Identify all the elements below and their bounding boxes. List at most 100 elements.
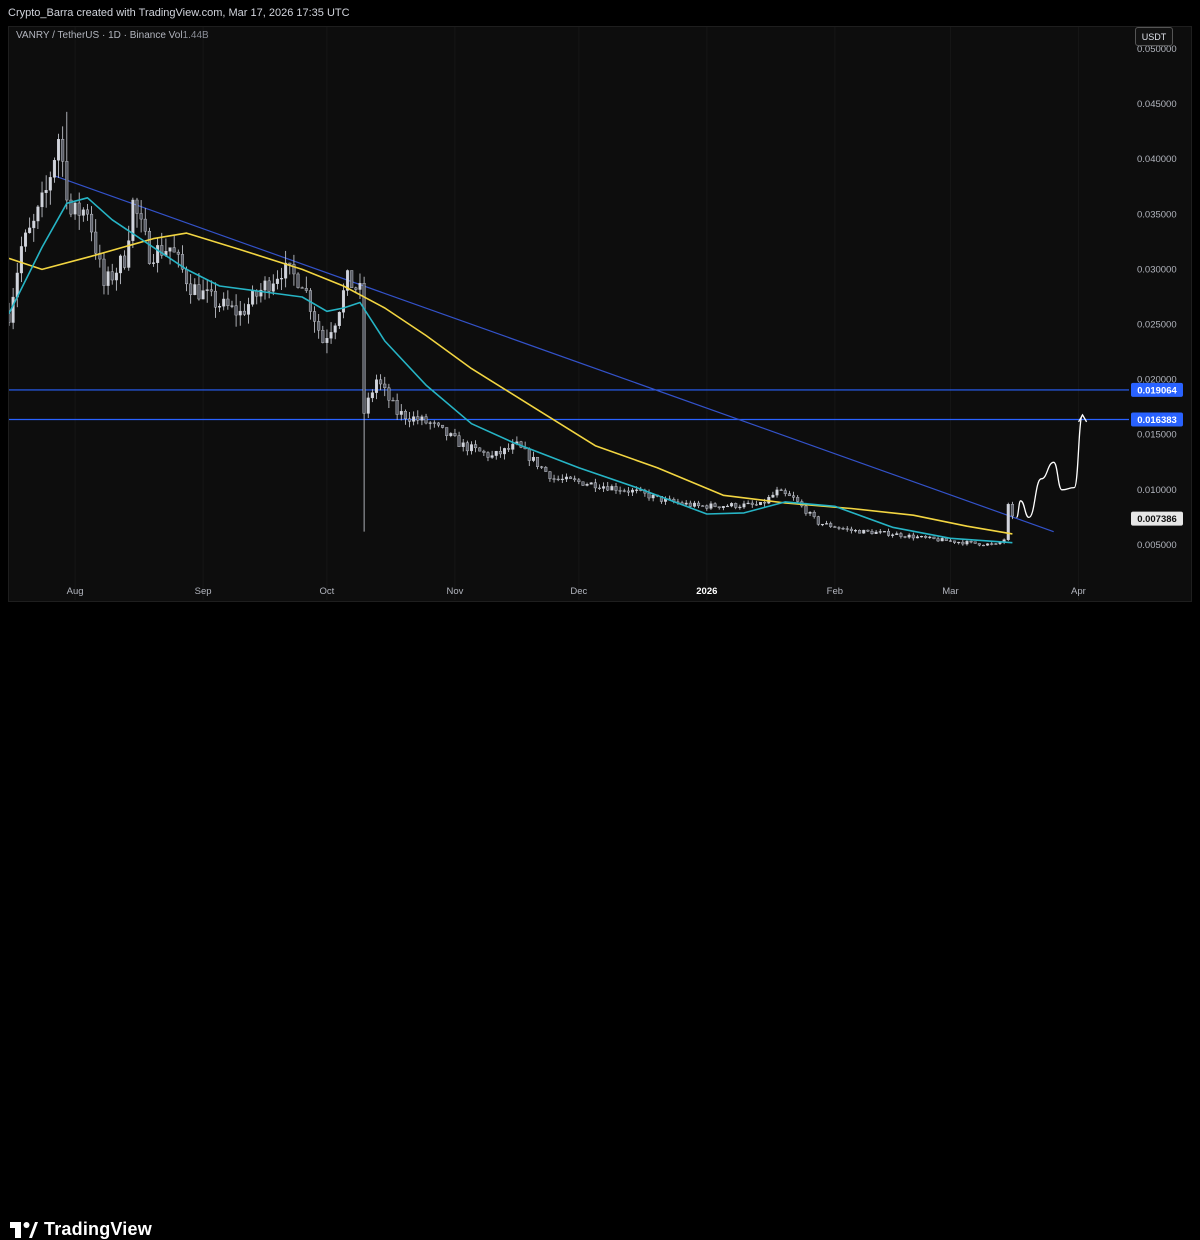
candle xyxy=(849,526,853,534)
price-chart[interactable]: 0.050000 0.045000 0.040000 0.035000 0.030000… xyxy=(0,0,1200,653)
moving-average-slow[interactable] xyxy=(9,232,1013,535)
candle xyxy=(692,500,696,508)
candle xyxy=(981,544,985,547)
candle xyxy=(449,432,453,438)
candle xyxy=(531,451,535,463)
candle xyxy=(556,475,560,482)
arrow-head-icon xyxy=(1078,413,1088,423)
candle xyxy=(742,500,746,509)
candle xyxy=(218,303,222,313)
candle xyxy=(965,539,969,546)
candle-body xyxy=(845,528,849,530)
x-tick-label: Mar xyxy=(942,586,958,597)
candle xyxy=(428,421,432,430)
trendline[interactable] xyxy=(54,175,1054,533)
candle-body xyxy=(981,544,985,547)
level-price-tag xyxy=(1131,412,1183,427)
candle xyxy=(416,410,420,425)
moving-average-fast[interactable] xyxy=(9,197,1013,544)
candle xyxy=(408,412,412,428)
candle xyxy=(977,543,981,547)
candle-body xyxy=(564,476,568,480)
candle xyxy=(238,300,242,326)
candle xyxy=(284,250,288,288)
candle xyxy=(899,531,903,539)
candle-body xyxy=(957,541,961,544)
candle xyxy=(362,276,366,532)
candle xyxy=(180,245,184,273)
candle-body xyxy=(804,505,808,514)
candle xyxy=(754,500,758,506)
candle xyxy=(11,287,15,330)
candle xyxy=(730,502,734,508)
candle-body xyxy=(412,416,416,422)
candle xyxy=(65,111,69,210)
candle-body xyxy=(614,486,618,491)
candle xyxy=(953,540,957,545)
candle-body xyxy=(787,493,791,496)
candle xyxy=(399,404,403,421)
tradingview-logo[interactable]: TradingView xyxy=(10,1219,152,1240)
candle xyxy=(936,536,940,542)
candle-body xyxy=(853,530,857,532)
candle-body xyxy=(341,290,345,313)
candle-body xyxy=(965,541,969,545)
candle xyxy=(391,397,395,402)
candle-body xyxy=(948,540,952,542)
candle-body xyxy=(251,291,255,305)
candle xyxy=(961,539,965,546)
candle-body xyxy=(631,489,635,493)
candle-body xyxy=(820,523,824,526)
candle-body xyxy=(403,411,407,420)
candle-body xyxy=(870,530,874,534)
candle-body xyxy=(606,486,610,491)
candle xyxy=(110,263,114,285)
candle-body xyxy=(465,442,469,452)
candle-body xyxy=(238,310,242,316)
candle-body xyxy=(903,536,907,538)
candle-body xyxy=(222,298,226,307)
candle xyxy=(816,515,820,526)
candle-body xyxy=(416,416,420,421)
candle-body xyxy=(445,427,449,436)
candle-body xyxy=(610,486,614,491)
candle-body xyxy=(263,280,267,291)
candle xyxy=(734,502,738,510)
candle-body xyxy=(746,502,750,505)
candle-body xyxy=(325,338,329,343)
currency-selector[interactable]: USDT xyxy=(1135,27,1173,46)
candle xyxy=(536,456,540,470)
candle xyxy=(44,175,48,208)
candle xyxy=(28,217,32,234)
candle xyxy=(168,247,172,265)
candle-body xyxy=(168,247,172,252)
candle xyxy=(920,535,924,538)
candle xyxy=(337,311,341,329)
candle-body xyxy=(44,190,48,193)
candle-body xyxy=(792,495,796,498)
candle xyxy=(887,528,891,537)
candle-body xyxy=(560,478,564,481)
candle-body xyxy=(32,220,36,229)
chart-frame[interactable] xyxy=(8,26,1192,602)
y-tick-label: 0.025000 xyxy=(1137,320,1177,331)
projection-path[interactable] xyxy=(1015,414,1084,519)
candle xyxy=(61,126,65,177)
candle xyxy=(796,495,800,503)
candle-body xyxy=(920,536,924,538)
candle-body xyxy=(713,503,717,507)
candle xyxy=(973,541,977,544)
candle-body xyxy=(940,538,944,542)
candle-body xyxy=(346,270,350,291)
candle xyxy=(614,482,618,494)
candle-body xyxy=(709,503,713,509)
candle xyxy=(569,476,573,480)
candle xyxy=(502,447,506,460)
x-tick-label: Apr xyxy=(1071,586,1086,597)
candle-body xyxy=(899,533,903,537)
candle-body xyxy=(837,527,841,529)
candle xyxy=(329,322,333,344)
candle-body xyxy=(502,448,506,455)
candle-body xyxy=(218,306,222,308)
candle xyxy=(564,473,568,482)
